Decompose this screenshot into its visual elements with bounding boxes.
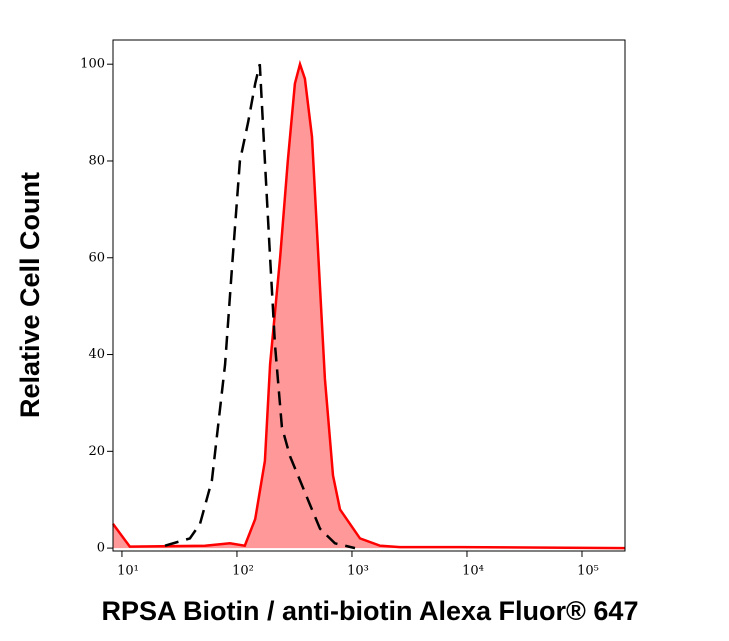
y-tick-label: 80	[88, 153, 105, 168]
y-tick-label: 100	[80, 57, 105, 72]
x-axis-title: RPSA Biotin / anti-biotin Alexa Fluor® 6…	[102, 596, 639, 626]
x-tick-label: 10³	[347, 564, 369, 579]
y-tick-label: 0	[97, 541, 105, 556]
y-tick-label: 60	[88, 250, 105, 265]
plot-frame	[112, 39, 626, 552]
area-fill	[113, 64, 625, 549]
y-tick-label: 40	[88, 347, 105, 362]
y-tick-label: 20	[88, 444, 105, 459]
histogram-line	[111, 59, 626, 550]
x-tick-label: 10⁴	[462, 564, 484, 579]
x-tick-label: 10⁵	[577, 564, 599, 579]
x-tick-label: 10²	[232, 564, 254, 579]
y-axis-title: Relative Cell Count	[15, 172, 45, 418]
histogram-line	[164, 63, 356, 550]
x-tick-label: 10¹	[117, 564, 139, 579]
